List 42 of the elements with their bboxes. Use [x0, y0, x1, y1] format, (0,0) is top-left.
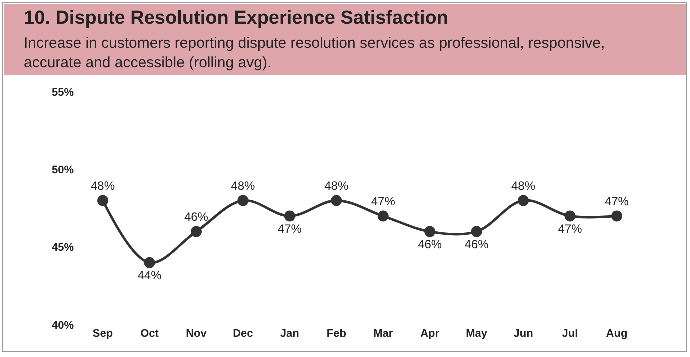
- point: [238, 195, 249, 206]
- point: [518, 195, 530, 206]
- data-label: 48%: [91, 178, 116, 193]
- data-label: 47%: [558, 222, 583, 236]
- y-tick-label: 55%: [52, 86, 74, 99]
- point: [471, 226, 482, 238]
- data-label: 48%: [512, 178, 536, 193]
- x-tick-label: Dec: [233, 328, 254, 340]
- x-tick-label: Mar: [374, 328, 394, 340]
- point: [564, 210, 576, 222]
- x-tick-label: Apr: [420, 328, 440, 340]
- point: [378, 210, 389, 222]
- x-tick-label: Jan: [280, 328, 300, 340]
- x-tick-label: Jul: [562, 328, 578, 340]
- chart-subtitle: Increase in customers reporting dispute resolution services as professional, responsive, accurate and accessible (rolling avg).: [24, 35, 606, 72]
- x-tick-label: Oct: [140, 328, 160, 340]
- point: [331, 195, 342, 206]
- x-tick-label: Sep: [92, 328, 114, 340]
- y-tick-label: 40%: [52, 320, 74, 332]
- data-label: 47%: [278, 222, 302, 236]
- point: [611, 210, 622, 222]
- data-label: 48%: [231, 178, 256, 193]
- data-label: 46%: [418, 238, 442, 252]
- y-tick-label: 45%: [52, 242, 74, 254]
- data-label: 46%: [464, 238, 490, 252]
- data-label: 47%: [371, 194, 396, 208]
- x-tick-label: Aug: [606, 328, 628, 340]
- y-tick-label: 50%: [52, 164, 74, 177]
- data-label: 46%: [184, 210, 209, 224]
- point: [144, 257, 156, 268]
- data-label: 47%: [604, 194, 630, 208]
- data-label: 44%: [138, 268, 162, 283]
- point: [98, 195, 109, 206]
- x-tick-label: Jun: [514, 328, 534, 340]
- chart-title: 10. Dispute Resolution Experience Satisfaction: [24, 8, 448, 29]
- x-tick-label: Feb: [326, 328, 347, 340]
- point: [284, 210, 296, 222]
- x-tick-label: May: [466, 328, 488, 340]
- point: [190, 226, 202, 238]
- x-tick-label: Nov: [186, 328, 208, 340]
- point: [424, 226, 436, 238]
- data-label: 48%: [324, 178, 349, 193]
